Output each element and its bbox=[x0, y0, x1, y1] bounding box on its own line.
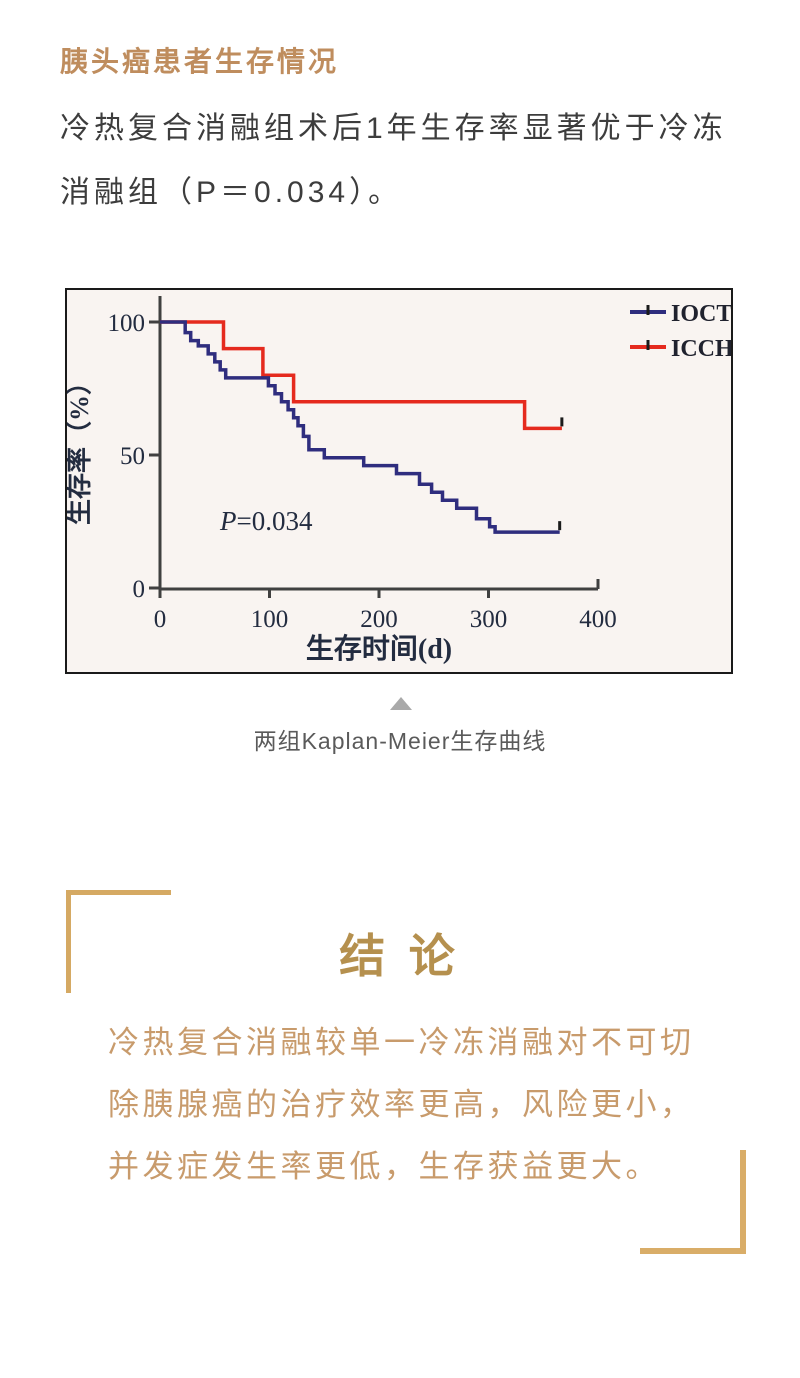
svg-text:400: 400 bbox=[579, 606, 617, 633]
svg-text:IOCT: IOCT bbox=[671, 301, 731, 327]
svg-text:50: 50 bbox=[120, 443, 145, 470]
up-triangle-icon bbox=[390, 697, 412, 710]
svg-text:100: 100 bbox=[108, 310, 146, 337]
icch-curve bbox=[160, 320, 562, 431]
conclusion-corner-top-left bbox=[66, 890, 171, 993]
svg-text:0: 0 bbox=[154, 606, 167, 633]
conclusion-line: 除胰腺癌的治疗效率更高，风险更小， bbox=[108, 1087, 695, 1122]
km-survival-chart: 0 50 100 0 100 200 300 400 生存时间(d) 生存率（%） P=0.034 I… bbox=[67, 296, 731, 665]
intro-paragraph: 冷热复合消融组术后1年生存率显著优于冷冻 消融组（P＝0.034）。 bbox=[60, 97, 760, 225]
p-value-annotation: P=0.034 bbox=[219, 506, 313, 536]
svg-text:生存时间(d): 生存时间(d) bbox=[306, 632, 452, 665]
page-title: 胰头癌患者生存情况 bbox=[60, 46, 340, 77]
svg-text:200: 200 bbox=[360, 606, 398, 633]
figure-panel: 0 50 100 0 100 200 300 400 生存时间(d) 生存率（%） P=0.034 I… bbox=[65, 288, 733, 674]
conclusion-heading: 结 论 bbox=[339, 931, 461, 982]
intro-line: 消融组（P＝0.034）。 bbox=[60, 176, 403, 209]
intro-line: 冷热复合消融组术后1年生存率显著优于冷冻 bbox=[60, 112, 727, 145]
svg-text:300: 300 bbox=[470, 606, 508, 633]
svg-text:100: 100 bbox=[251, 606, 289, 633]
figure-caption: 两组Kaplan-Meier生存曲线 bbox=[253, 728, 547, 754]
conclusion-corner-bottom-right bbox=[640, 1150, 746, 1254]
conclusion-line: 并发症发生率更低，生存获益更大。 bbox=[108, 1149, 660, 1184]
svg-text:ICCH: ICCH bbox=[671, 336, 731, 362]
svg-text:0: 0 bbox=[133, 576, 146, 603]
ioct-curve bbox=[160, 320, 560, 534]
conclusion-line: 冷热复合消融较单一冷冻消融对不可切 bbox=[108, 1025, 695, 1060]
svg-text:生存率（%）: 生存率（%） bbox=[67, 369, 94, 525]
conclusion-paragraph: 冷热复合消融较单一冷冻消融对不可切 除胰腺癌的治疗效率更高，风险更小， 并发症发… bbox=[108, 1012, 728, 1198]
